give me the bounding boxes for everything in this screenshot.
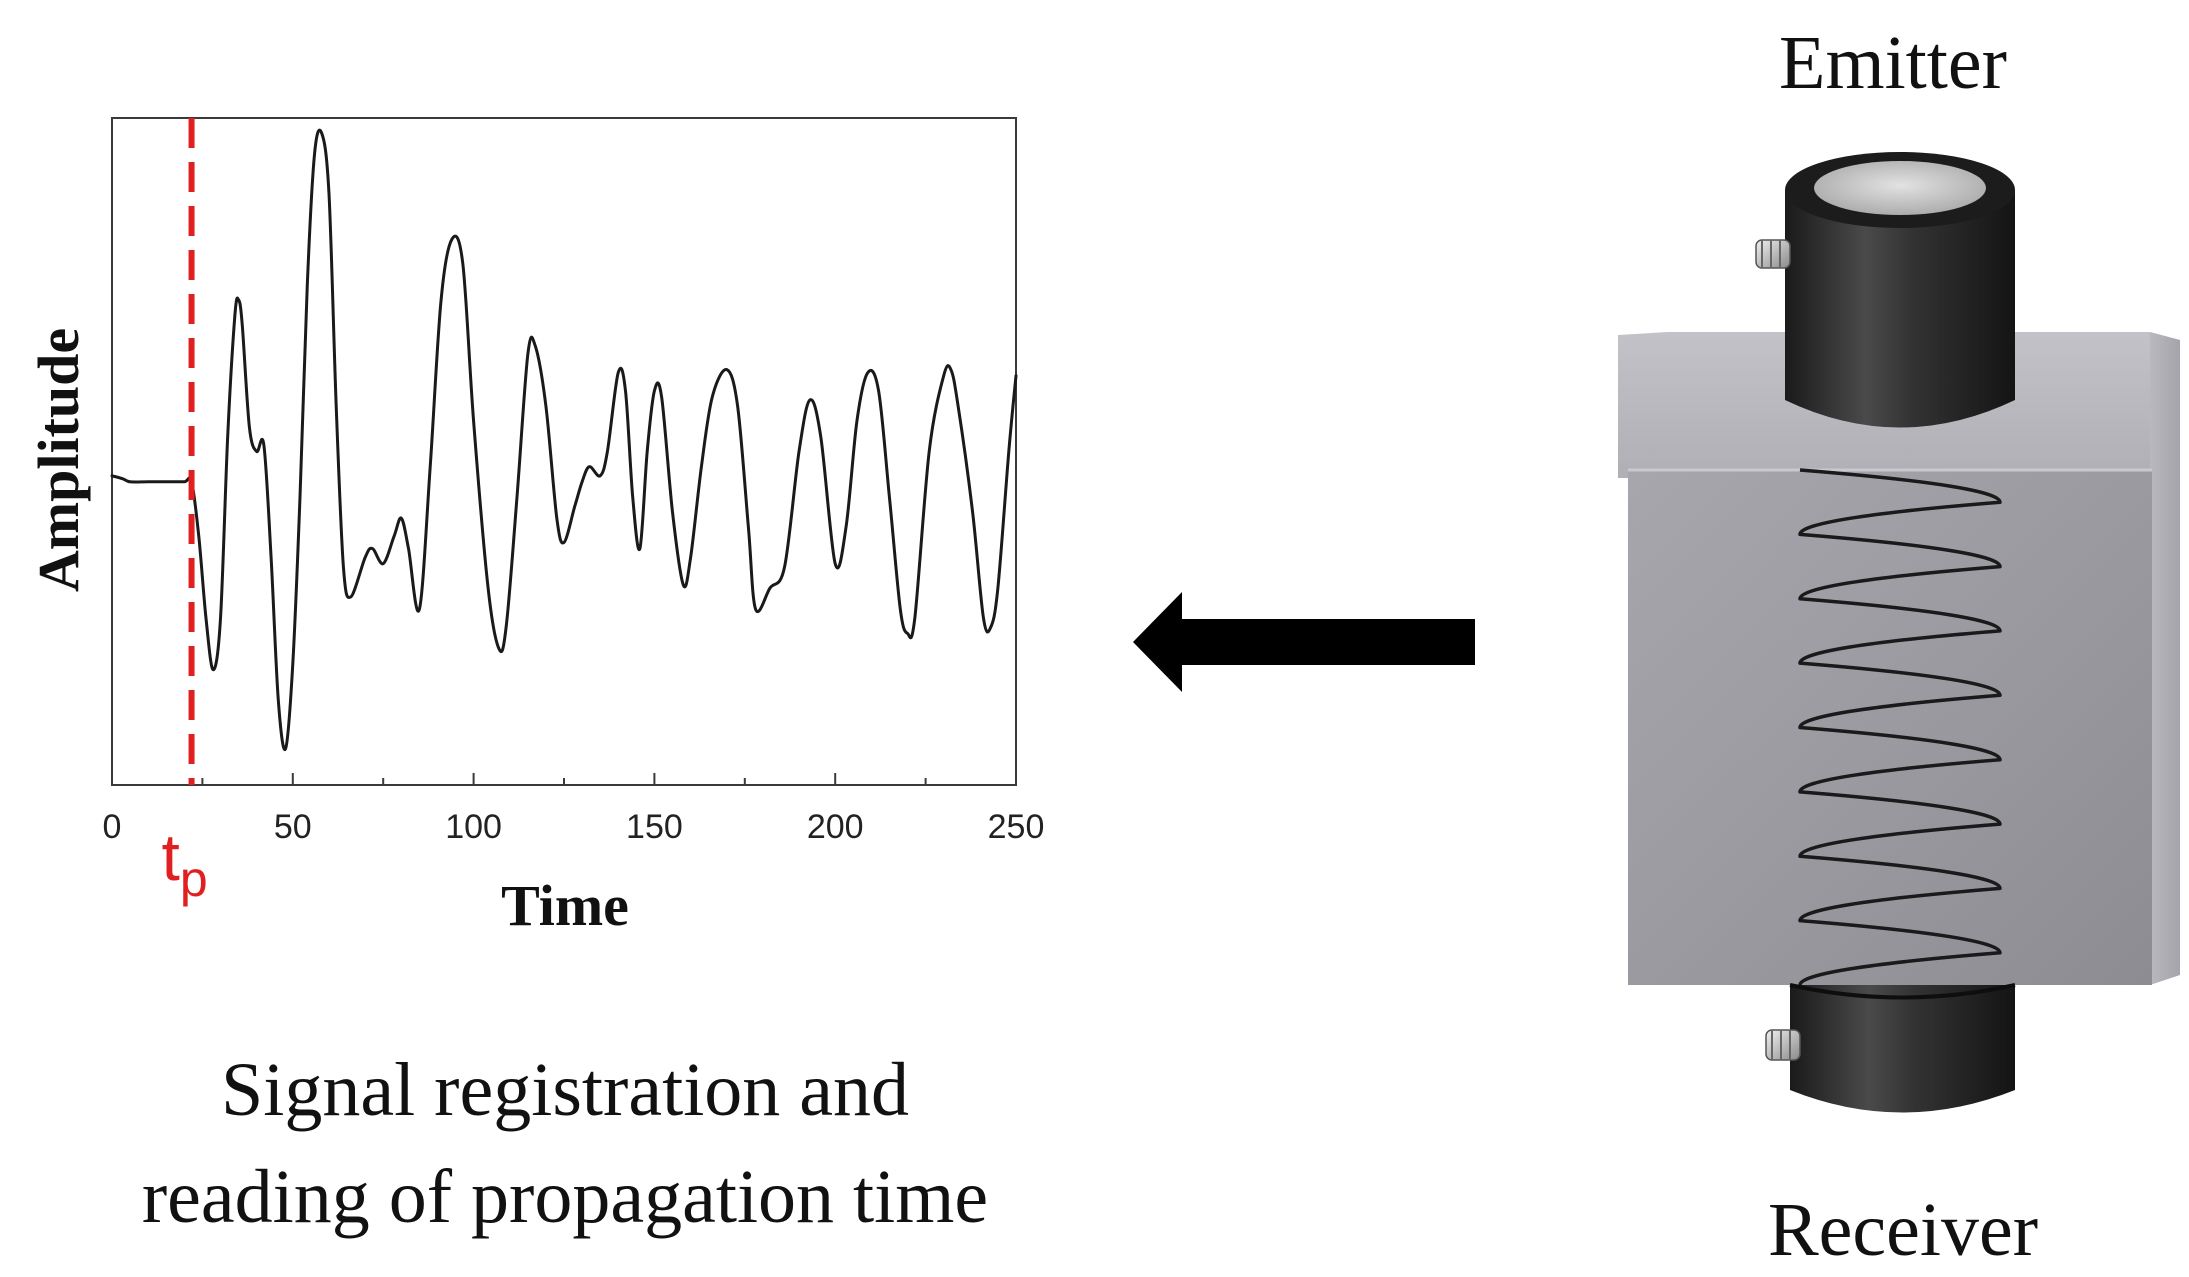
ultrasonic-test-setup: Emitter [1618,21,2180,1272]
x-tick-label-100: 100 [445,808,502,846]
marker-label-main: t [162,820,180,894]
left-arrow [1133,592,1475,692]
x-tick-label-250: 250 [988,808,1045,846]
x-tick-label-150: 150 [626,808,683,846]
specimen-block [1618,332,2180,985]
plot-frame [111,117,1017,786]
receiver-transducer [1765,983,2016,1113]
receiver-screw [1765,1029,1801,1061]
y-axis-label: Amplitude [26,328,91,592]
x-axis-ticks [111,773,1017,785]
emitter-transducer-lower [1785,330,2015,428]
marker-label-subscript: p [180,851,208,907]
x-axis-label: Time [501,873,629,938]
caption-line-1: Signal registration and [221,1048,909,1132]
x-tick-label-0: 0 [103,808,122,846]
x-axis-tick-labels: 0 50 100 150 200 250 [103,808,1045,846]
arrow-shaft [1180,619,1475,665]
emitter-label: Emitter [1779,21,2007,105]
caption-line-2: reading of propagation time [142,1155,988,1239]
signal-chart: 0 50 100 150 200 250 tp Time Amplitude [26,117,1045,938]
x-tick-label-200: 200 [807,808,864,846]
block-right-face [2150,332,2180,985]
propagation-time-marker-label: tp [162,820,208,907]
x-tick-label-50: 50 [274,808,312,846]
signal-waveform-line [110,128,1018,752]
emitter-screw [1755,239,1791,269]
ultrasonic-wave-zigzag [1798,468,2002,986]
block-front-face [1628,470,2152,985]
chart-caption: Signal registration and reading of propa… [142,1048,988,1239]
receiver-label: Receiver [1768,1188,2038,1272]
arrow-head [1133,592,1182,692]
